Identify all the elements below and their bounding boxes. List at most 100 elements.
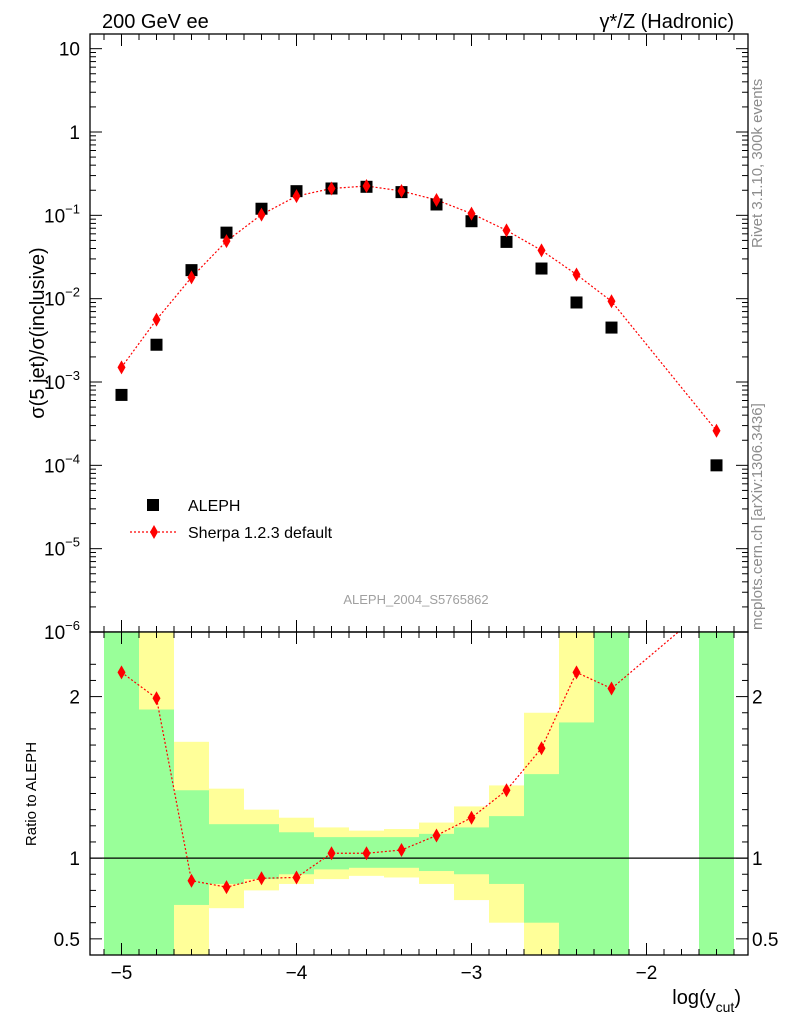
sherpa-data-point [187,270,196,285]
ratio-band-inner [559,722,594,955]
legend-sherpa-marker [150,525,158,539]
aleph-data-point [570,296,583,309]
main-y-tick-labels: 10 1 10−1 10−2 10−3 10−4 10−5 10−6 [44,40,80,644]
ratio-data-point [152,691,161,706]
ratio-y-tick-labels: 0.5 0.5 1 1 2 2 [54,688,779,951]
ratio-data-point [222,880,231,895]
ratio-band-inner [209,824,244,884]
header-right-label: (Hadronic) [635,11,734,33]
ratio-band-inner [174,790,209,905]
x-tick-labels: −5 −4 −3 −2 [111,963,658,984]
ratio-data-point [257,871,266,886]
aleph-data-point [220,226,233,239]
main-y-tick-label: 1 [69,123,80,144]
ratio-data-point [467,810,476,825]
main-y-tick-label: 10−1 [44,201,80,227]
x-axis-label: log(ycut) [672,987,741,1015]
legend-sherpa-label: Sherpa 1.2.3 default [188,525,333,542]
ratio-data-point [187,873,196,888]
ratio-band-inner [524,774,559,923]
main-series-layer [115,178,723,472]
aleph-data-point [500,235,513,248]
ratio-y-tick-label-right: 0.5 [752,930,778,951]
ratio-band-inner [489,816,524,884]
ratio-data-point [607,681,616,696]
ratio-band-inner [279,832,314,875]
sherpa-data-point [712,423,721,438]
ratio-panel: 0.5 0.5 1 1 2 2 −5 −4 −3 −2 Ratio to ALEPH log(y… [23,631,779,1015]
sherpa-data-point [362,178,371,193]
ratio-data-point [327,846,336,861]
main-frame [89,33,749,633]
header-left: 200 GeV ee [102,11,209,33]
ratio-band-inner [699,632,734,955]
sherpa-data-point [397,183,406,198]
sherpa-data-point [327,181,336,196]
x-axis-label-base: log(y [672,987,715,1009]
ratio-data-point [572,665,581,680]
ratio-band-inner [244,824,279,880]
sherpa-data-point [467,206,476,221]
x-tick-label: −4 [286,963,308,984]
sherpa-data-point [607,294,616,309]
ratio-frame [89,631,749,956]
sherpa-data-point [152,312,161,327]
main-y-tick-label: 10 [59,40,80,61]
ratio-data-point [362,846,371,861]
sherpa-data-point [502,223,511,238]
sherpa-data-point [292,189,301,204]
ratio-y-tick-label: 2 [69,688,80,709]
ratio-y-tick-label-right: 2 [752,688,763,709]
aleph-data-point [710,459,723,472]
sherpa-data-point [537,243,546,258]
x-tick-label: −3 [461,963,483,984]
legend: ALEPH Sherpa 1.2.3 default [130,498,333,542]
ratio-y-tick-label-right: 1 [752,849,763,870]
sherpa-line [121,185,717,432]
aleph-data-point [465,215,478,228]
ratio-uncertainty-bands [104,632,734,955]
sherpa-data-point [117,360,126,375]
ratio-data-point [537,741,546,756]
x-axis-label-subscript: cut [716,999,735,1015]
aleph-data-point [150,338,163,351]
aleph-data-point [115,388,128,401]
ratio-data-point [432,828,441,843]
main-y-tick-label: 10−6 [44,618,80,644]
main-y-tick-label: 10−5 [44,535,80,561]
ratio-data-point [502,783,511,798]
aleph-data-point [535,262,548,275]
main-y-tick-label: 10−2 [44,285,80,311]
ratio-y-axis-label: Ratio to ALEPH [23,742,40,846]
ratio-data-point [397,843,406,858]
legend-aleph-marker [147,499,159,511]
main-axis-ticks [90,34,748,633]
legend-aleph-label: ALEPH [188,498,240,515]
sherpa-data-point [222,234,231,249]
aleph-data-point [605,321,618,334]
ratio-y-tick-label: 0.5 [54,930,80,951]
header-right-process: γ*/Z [600,11,636,33]
x-axis-label-close: ) [734,987,741,1009]
rivet-version-text: Rivet 3.1.10, 300k events [749,79,766,248]
main-panel: 10 1 10−1 10−2 10−3 10−4 10−5 10−6 σ(5 jet)/σ(i… [27,33,749,644]
x-tick-label: −5 [111,963,133,984]
mcplots-credit-text: mcplots.cern.ch [arXiv:1306.3436] [749,403,766,630]
ratio-data-point [292,870,301,885]
x-tick-label: −2 [636,963,658,984]
ratio-y-tick-label: 1 [69,849,80,870]
ratio-data-point [117,665,126,680]
aleph-data-point [185,264,198,277]
sherpa-data-point [432,192,441,207]
main-y-axis-label: σ(5 jet)/σ(inclusive) [27,247,49,418]
main-y-tick-label: 10−4 [44,451,80,477]
sherpa-data-point [572,267,581,282]
analysis-id: ALEPH_2004_S5765862 [343,592,488,607]
main-y-tick-label: 10−3 [44,368,80,394]
header-right: γ*/Z (Hadronic) [600,11,734,33]
ratio-band-inner [454,827,489,875]
ratio-band-inner [104,632,139,955]
ratio-band-inner [139,709,174,955]
ratio-series-layer [117,632,680,895]
